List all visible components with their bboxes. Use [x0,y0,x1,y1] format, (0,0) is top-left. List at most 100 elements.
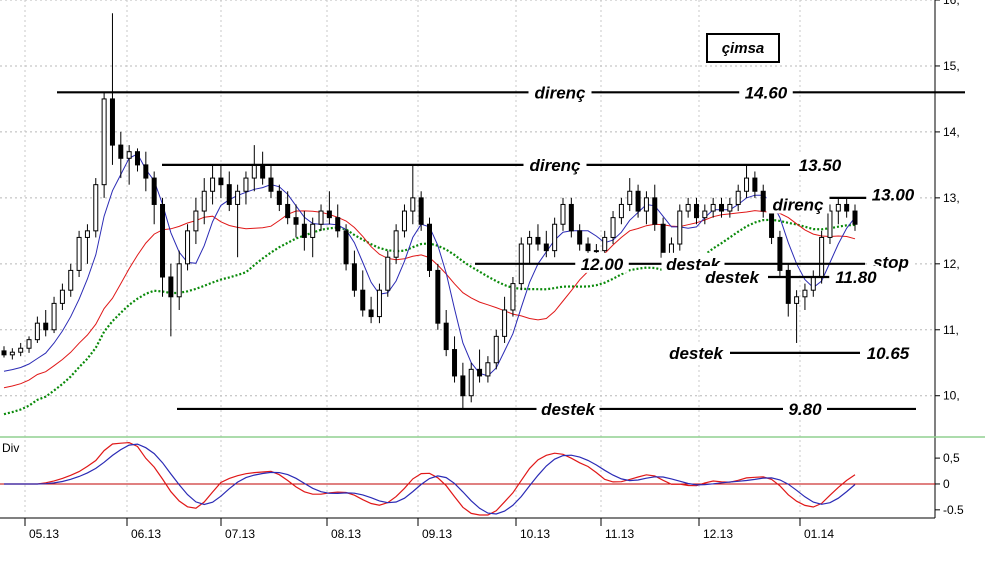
x-tick-label: 05.13 [29,527,59,541]
resistance-label-bg [523,153,587,174]
candle-body [51,302,57,331]
candle-body [76,236,82,271]
candle-body [577,230,583,245]
candle-body [134,151,140,166]
candle-body [335,217,341,232]
candle-body [477,368,483,377]
candle-body [535,236,541,245]
resistance-label: direnç [772,195,824,214]
indicator-blue-line [4,443,856,515]
candle-body [118,144,124,159]
candle-body [101,98,107,186]
candle-body [210,177,216,192]
candle-body [794,296,800,304]
candle-body [627,190,633,205]
candle-body [1,350,7,356]
support-value-label-bg [829,266,883,287]
price-tick-label: 11, [943,323,959,337]
candle-body [109,98,115,146]
candle-body [43,322,49,331]
candle-body [185,230,191,265]
price-tick-label: 15, [943,59,960,73]
candle-body [418,197,424,225]
candle-body [243,177,249,192]
chart-title: çimsa [706,33,780,63]
price-tick-label: 10, [943,389,960,403]
indicator-tick-label: -0.5 [943,503,964,517]
candle-body [235,190,241,205]
candle-body [485,362,491,377]
candle-body [819,236,825,278]
candle-body [702,210,708,219]
candle-body [760,190,766,212]
indicator-tick-label: 0,5 [943,451,960,465]
candle-body [435,269,441,324]
candle-body [660,223,666,258]
candle-body [268,177,274,192]
price-tick-label: 13, [943,191,960,205]
candle-body [427,223,432,271]
resistance-label: direnç [529,156,581,175]
candle-body [727,203,733,212]
support-label: destek [705,268,760,287]
candle-body [168,276,174,298]
candle-body [777,236,783,271]
candle-body [360,289,366,311]
candle-body [93,184,99,232]
support-value-label: 11.80 [835,268,877,287]
candle-body [568,203,574,232]
stop-label-bg [869,250,913,271]
x-tick-label: 11.13 [605,527,634,541]
x-tick-label: 06.13 [131,527,161,541]
candle-body [276,190,282,205]
candle-body [693,203,699,219]
support-label-bg [664,341,728,362]
price-tick-label: 16, [943,0,960,7]
candle-body [543,243,549,252]
candle-body [710,203,716,212]
candle-body [610,217,616,238]
candle-body [68,269,74,291]
indicator-red-line [4,441,856,516]
x-tick-label: 07.13 [225,527,255,541]
support-label-bg [536,397,600,418]
candle-body [460,375,466,397]
candle-body [326,210,332,219]
resistance-label-bg [528,81,592,102]
candle-body [844,203,850,212]
candle-body [9,351,15,356]
support-label-bg [700,266,764,287]
candle-body [827,210,833,238]
candle-body [376,289,382,318]
axes: 10, 11, 12, 13, 14, 15, 16, 05.13 06.13 07.13 08.1… [0,0,985,541]
chart-title-text: çimsa [722,40,765,57]
candle-body [410,197,416,212]
x-tick-label: 12.13 [703,527,733,541]
indicator-panel: Div 0,5 0 -0.5 [0,441,964,517]
candle-body [143,164,149,179]
candle-body [502,309,508,337]
resistance-value-label: 13.00 [872,186,915,205]
resistance-value-label: 13.50 [799,156,842,175]
candle-body [643,197,649,212]
candle-body [752,177,758,192]
support-value-label: 12.00 [581,255,624,274]
candle-body [802,289,808,298]
candle-body [685,203,691,212]
candle-body [677,210,683,245]
candle-body [251,164,257,179]
candle-body [835,203,841,212]
support-value-label-bg [575,252,629,273]
candle-body [151,177,157,205]
support-value-label: 9.80 [788,400,822,419]
candle-body [785,269,791,304]
candle-body [226,184,232,205]
resistance-value-label-bg [793,153,847,174]
x-tick-label: 01.14 [804,527,834,541]
candle-body [368,309,374,318]
candle-body [560,203,566,225]
candle-body [301,223,307,238]
support-label: destek [541,400,596,419]
candle-body [126,151,132,159]
indicator-label: Div [2,441,19,455]
